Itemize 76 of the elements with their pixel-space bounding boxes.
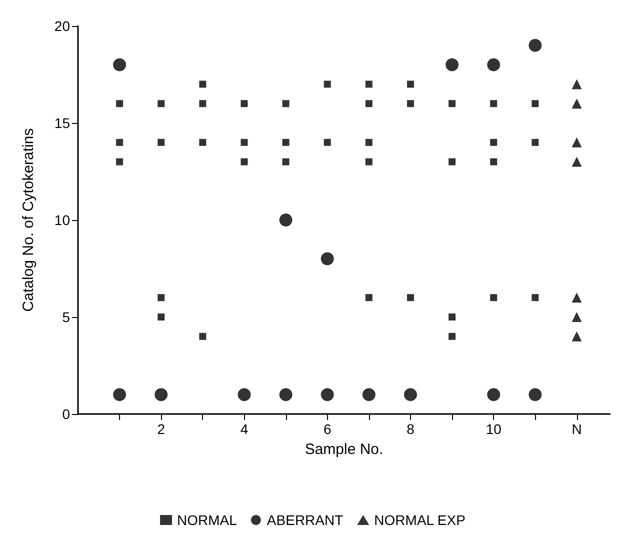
point <box>365 138 372 146</box>
point <box>158 314 165 320</box>
point <box>572 137 582 148</box>
y-tick-label: 0 <box>62 406 70 422</box>
point <box>279 214 292 226</box>
point <box>199 100 206 108</box>
point <box>158 294 165 302</box>
point <box>113 388 126 402</box>
legend-label: NORMAL <box>177 512 238 528</box>
point <box>448 332 456 340</box>
x-tick-label: 10 <box>486 421 502 437</box>
y-tick-label: 15 <box>54 115 70 131</box>
point <box>528 38 542 52</box>
point <box>532 100 539 108</box>
point <box>116 138 124 146</box>
point <box>487 58 500 72</box>
point <box>572 98 582 109</box>
point <box>116 100 124 108</box>
point <box>490 100 498 108</box>
point <box>199 332 206 340</box>
point <box>490 158 498 166</box>
point <box>448 314 456 320</box>
point <box>532 138 539 146</box>
legend-label: NORMAL EXP <box>374 512 466 528</box>
point <box>572 79 582 90</box>
point <box>116 158 124 166</box>
point <box>324 80 331 88</box>
point <box>572 331 582 342</box>
point <box>487 388 500 402</box>
point <box>154 388 168 402</box>
point <box>490 294 498 302</box>
point <box>240 138 248 146</box>
point <box>365 80 372 88</box>
point <box>158 138 165 146</box>
point <box>490 138 498 146</box>
x-tick-label: 4 <box>240 421 248 437</box>
point <box>572 292 582 303</box>
point <box>448 100 456 108</box>
point <box>199 80 206 88</box>
point <box>572 312 582 322</box>
point <box>279 388 292 402</box>
point <box>320 252 334 266</box>
point <box>282 100 290 108</box>
point <box>446 58 459 72</box>
point <box>282 158 290 166</box>
point <box>365 100 372 108</box>
point <box>404 388 417 402</box>
point <box>282 138 290 146</box>
x-tick-label: N <box>572 421 582 437</box>
y-tick-label: 5 <box>62 309 70 325</box>
point <box>528 388 542 402</box>
point <box>407 80 414 88</box>
legend-label: ABERRANT <box>266 512 344 528</box>
point <box>532 294 539 302</box>
x-tick-label: 8 <box>406 421 415 437</box>
point <box>199 138 206 146</box>
point <box>365 158 372 166</box>
y-tick-label: 10 <box>54 212 70 228</box>
point <box>362 388 376 402</box>
point <box>324 138 331 146</box>
point <box>320 388 334 402</box>
point <box>407 100 414 108</box>
point <box>448 158 456 166</box>
x-tick-label: 2 <box>157 421 166 437</box>
x-axis-title: Sample No. <box>304 441 384 458</box>
point <box>407 294 414 302</box>
point <box>365 294 372 302</box>
point <box>158 100 165 108</box>
y-axis-title: Catalog No. of Cytokeratins <box>20 128 37 312</box>
y-tick-label: 20 <box>54 18 70 34</box>
point <box>238 388 251 402</box>
point <box>240 158 248 166</box>
point <box>240 100 248 108</box>
point <box>572 156 582 167</box>
point <box>113 58 126 72</box>
x-tick-label: 6 <box>323 421 332 437</box>
